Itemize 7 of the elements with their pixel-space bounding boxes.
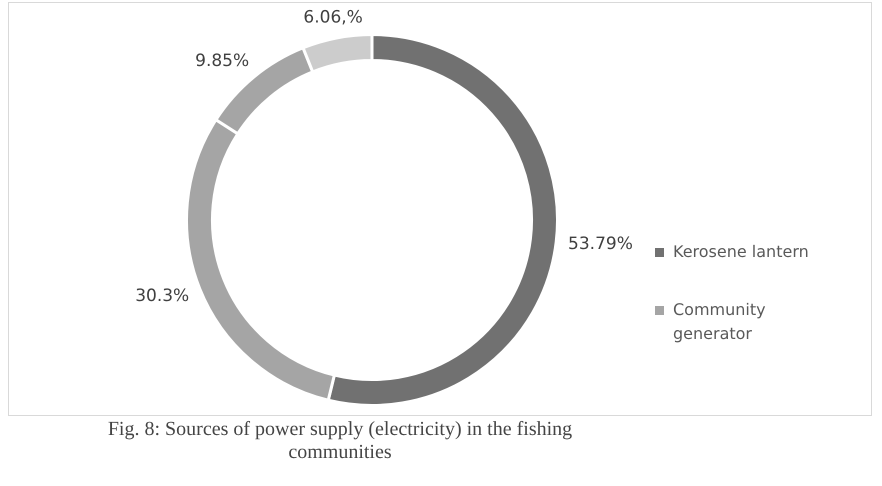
data-label: 6.06,% [303,8,363,28]
legend-label: Kerosene lantern [672,241,810,263]
data-label: 9.85% [195,50,250,71]
text: Fig. 8: Sources of power supply (electricity) in the fishing communities [106,418,574,464]
data-label: 30.3% [135,286,190,306]
legend-label: Community generator [672,299,767,345]
data-label: 53.79% [568,234,633,254]
